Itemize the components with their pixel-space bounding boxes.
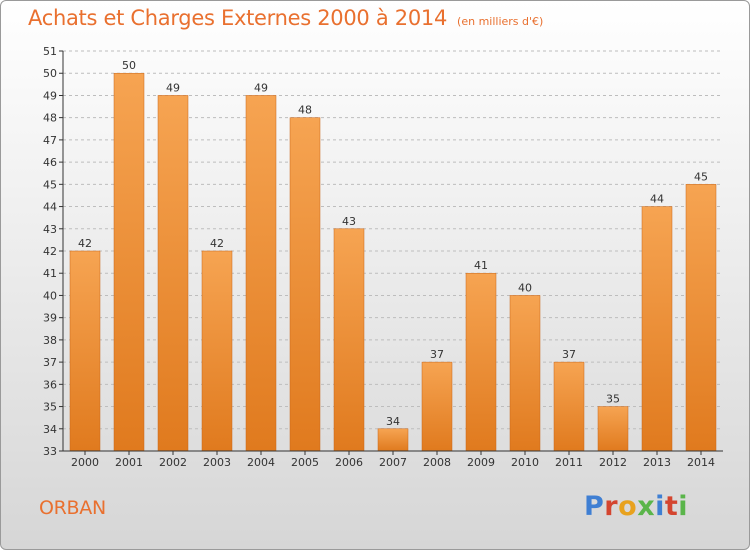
y-tick-label: 45 <box>43 178 57 191</box>
logo-letter: i <box>678 491 689 522</box>
bar <box>465 272 497 452</box>
axes <box>59 50 723 455</box>
y-tick-label: 37 <box>43 356 57 369</box>
bar <box>157 95 189 452</box>
y-tick-label: 48 <box>43 112 57 125</box>
logo-letter: o <box>618 491 638 522</box>
chart-unit: (en milliers d'€) <box>457 15 544 28</box>
logo-letter: t <box>664 491 679 522</box>
y-tick-label: 46 <box>43 156 57 169</box>
y-tick-label: 44 <box>43 201 57 214</box>
data-label: 40 <box>518 281 532 294</box>
title-row: Achats et Charges Externes 2000 à 2014 (e… <box>28 6 543 30</box>
bar <box>597 406 629 452</box>
chart-title: Achats et Charges Externes 2000 à 2014 <box>28 6 448 30</box>
bar <box>245 95 277 452</box>
data-label: 34 <box>386 415 400 428</box>
bar <box>509 295 541 452</box>
data-label: 37 <box>562 348 576 361</box>
bar <box>289 117 321 452</box>
y-tick-label: 47 <box>43 134 57 147</box>
x-tick-label: 2007 <box>379 456 407 469</box>
x-tick-label: 2011 <box>555 456 583 469</box>
proxiti-logo[interactable]: Proxiti <box>584 491 688 522</box>
data-label: 42 <box>210 237 224 250</box>
y-tick-label: 43 <box>43 223 57 236</box>
y-tick-label: 38 <box>43 334 57 347</box>
data-label: 49 <box>166 81 180 94</box>
data-label: 48 <box>298 104 312 117</box>
data-label: 44 <box>650 193 664 206</box>
x-tick-label: 2004 <box>247 456 275 469</box>
bar <box>421 361 453 452</box>
y-tick-label: 49 <box>43 89 57 102</box>
y-tick-label: 39 <box>43 312 57 325</box>
x-tick-label: 2003 <box>203 456 231 469</box>
data-label: 35 <box>606 393 620 406</box>
data-label: 41 <box>474 259 488 272</box>
y-tick-label: 33 <box>43 445 57 458</box>
y-tick-label: 35 <box>43 401 57 414</box>
logo-letter: P <box>584 491 605 522</box>
x-tick-label: 2006 <box>335 456 363 469</box>
x-tick-label: 2010 <box>511 456 539 469</box>
bar <box>685 184 717 452</box>
data-label: 45 <box>694 170 708 183</box>
y-tick-label: 36 <box>43 378 57 391</box>
x-tick-label: 2013 <box>643 456 671 469</box>
data-label: 43 <box>342 215 356 228</box>
y-tick-label: 41 <box>43 267 57 280</box>
data-label: 50 <box>122 59 136 72</box>
logo-letter: i <box>655 491 665 522</box>
y-tick-label: 42 <box>43 245 57 258</box>
x-tick-label: 2012 <box>599 456 627 469</box>
x-tick-label: 2001 <box>115 456 143 469</box>
x-tick-label: 2002 <box>159 456 187 469</box>
bar <box>641 206 673 452</box>
x-tick-label: 2008 <box>423 456 451 469</box>
bars <box>69 72 717 452</box>
x-tick-label: 2000 <box>71 456 99 469</box>
y-tick-label: 50 <box>43 67 57 80</box>
data-label: 49 <box>254 81 268 94</box>
data-label: 42 <box>78 237 92 250</box>
y-tick-label: 34 <box>43 423 57 436</box>
logo-letter: x <box>637 491 656 522</box>
y-tick-label: 40 <box>43 289 57 302</box>
logo-letter: r <box>604 491 619 522</box>
x-tick-label: 2005 <box>291 456 319 469</box>
data-label: 37 <box>430 348 444 361</box>
bar <box>333 228 365 452</box>
x-tick-label: 2014 <box>687 456 715 469</box>
x-tick-label: 2009 <box>467 456 495 469</box>
bar <box>69 250 101 452</box>
commune-name: ORBAN <box>39 497 106 519</box>
bar <box>553 361 585 452</box>
bar <box>377 428 409 452</box>
labels: 33 34 35 36 37 38 39 40 41 42 43 44 45 46 47 48 49 50 51 42… <box>43 45 715 469</box>
y-tick-label: 51 <box>43 45 57 58</box>
bar <box>201 250 233 452</box>
bar <box>113 72 145 452</box>
